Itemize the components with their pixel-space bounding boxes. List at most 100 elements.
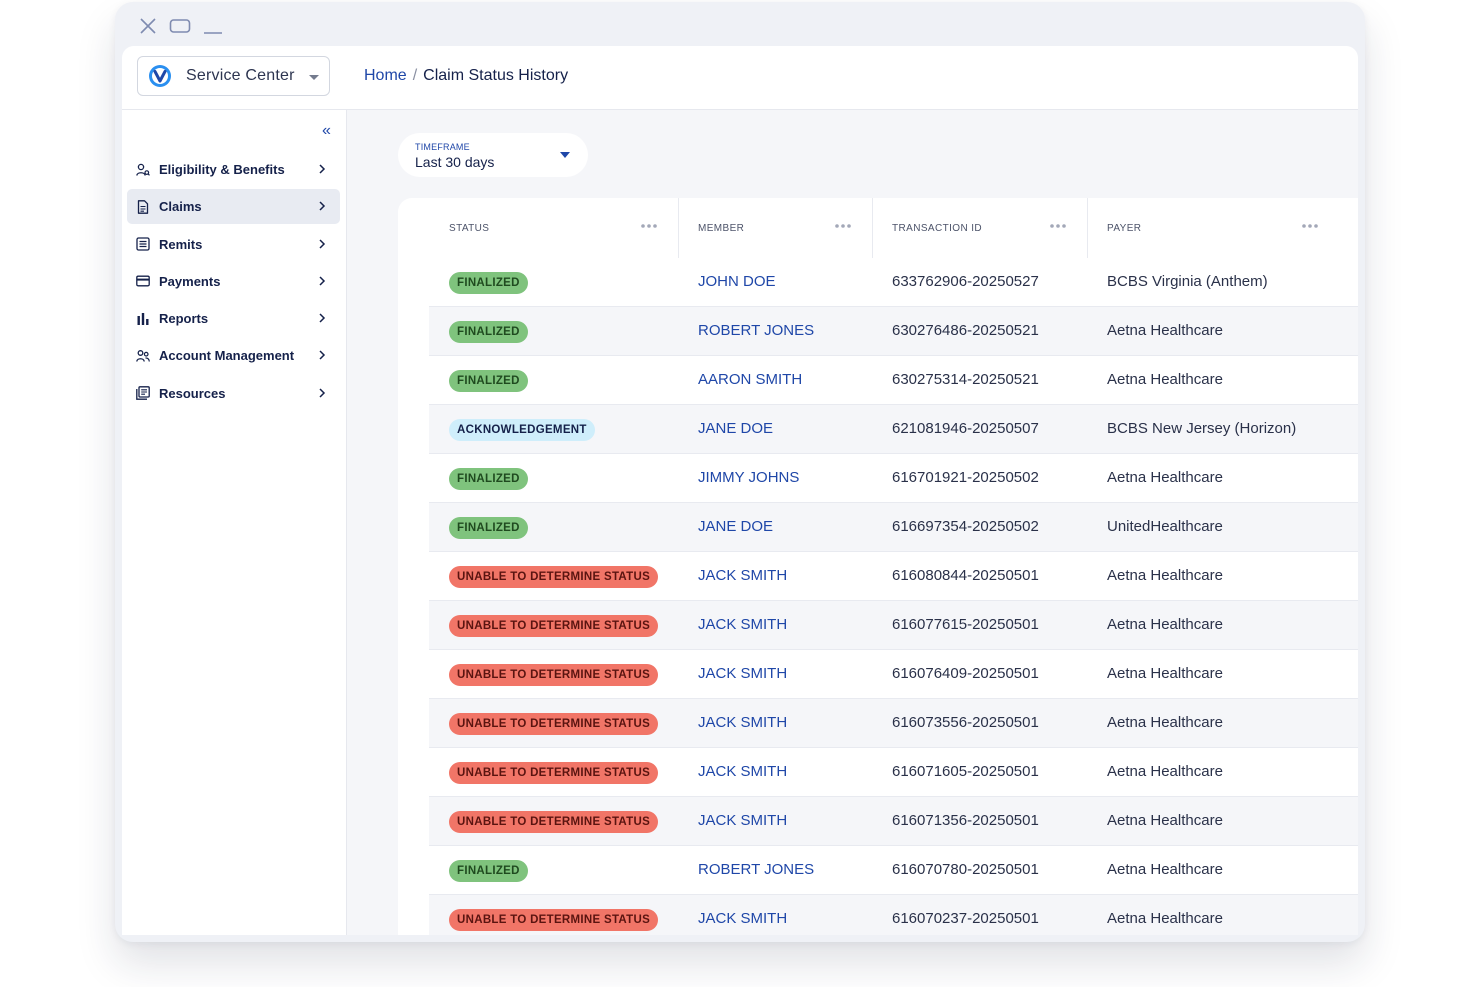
transaction-id: 630276486-20250521 xyxy=(892,322,1039,339)
table-row[interactable]: ACKNOWLEDGEMENT JANE DOE 621081946-2025050… xyxy=(429,405,1358,454)
status-badge: FINALIZED xyxy=(449,272,528,294)
main-content: TIMEFRAME Last 30 days STATUS MEMBER xyxy=(347,110,1358,935)
status-badge: FINALIZED xyxy=(449,860,528,882)
chevron-right-icon xyxy=(319,276,326,286)
sidebar: « Eligibility & Benefits xyxy=(122,110,347,935)
member-link[interactable]: JANE DOE xyxy=(698,518,774,535)
table-header: STATUS MEMBER TRANSACTION ID xyxy=(398,198,1358,258)
member-link[interactable]: ROBERT JONES xyxy=(698,861,815,878)
sidebar-nav: Eligibility & Benefits Claims xyxy=(127,152,340,413)
column-menu-icon[interactable] xyxy=(639,220,659,232)
chevron-right-icon xyxy=(319,313,326,323)
table-row[interactable]: UNABLE TO DETERMINE STATUS JACK SMITH 6160… xyxy=(429,601,1358,650)
breadcrumb-home-link[interactable]: Home xyxy=(364,67,407,84)
sidebar-item-remits[interactable]: Remits xyxy=(127,227,340,262)
payer-name: Aetna Healthcare xyxy=(1107,714,1223,731)
sidebar-item-resources[interactable]: Resources xyxy=(127,376,340,411)
eligibility-icon xyxy=(136,163,150,176)
breadcrumb: Home / Claim Status History xyxy=(364,67,568,85)
transaction-id: 616080844-20250501 xyxy=(892,567,1039,584)
payer-name: BCBS New Jersey (Horizon) xyxy=(1107,420,1297,437)
app-switcher-label: Service Center xyxy=(186,67,295,84)
payer-name: Aetna Healthcare xyxy=(1107,812,1223,829)
maximize-window-icon[interactable] xyxy=(169,18,191,34)
column-header-status: STATUS xyxy=(429,198,679,258)
transaction-id: 616076409-20250501 xyxy=(892,665,1039,682)
member-link[interactable]: JIMMY JOHNS xyxy=(698,469,800,486)
sidebar-item-claims[interactable]: Claims xyxy=(127,189,340,225)
table-row[interactable]: UNABLE TO DETERMINE STATUS JACK SMITH 6160… xyxy=(429,797,1358,846)
member-link[interactable]: ROBERT JONES xyxy=(698,322,815,339)
collapse-sidebar-icon[interactable]: « xyxy=(322,122,331,139)
table-row[interactable]: FINALIZED ROBERT JONES 630276486-20250521 A… xyxy=(429,307,1358,356)
member-link[interactable]: JACK SMITH xyxy=(698,567,788,584)
sidebar-item-reports[interactable]: Reports xyxy=(127,301,340,336)
status-badge: UNABLE TO DETERMINE STATUS xyxy=(449,762,659,784)
transaction-id: 616697354-20250502 xyxy=(892,518,1039,535)
table-row[interactable]: UNABLE TO DETERMINE STATUS JACK SMITH 6160… xyxy=(429,650,1358,699)
table-row[interactable]: FINALIZED AARON SMITH 630275314-20250521 Ae… xyxy=(429,356,1358,405)
sidebar-item-label: Eligibility & Benefits xyxy=(159,162,285,177)
table-row[interactable]: FINALIZED JANE DOE 616697354-20250502 Unite… xyxy=(429,503,1358,552)
table-row[interactable]: UNABLE TO DETERMINE STATUS JACK SMITH 6160… xyxy=(429,699,1358,748)
sidebar-item-label: Resources xyxy=(159,385,226,401)
sidebar-item-label: Payments xyxy=(159,273,221,289)
column-header-transaction-id: TRANSACTION ID xyxy=(873,198,1088,258)
column-header-member: MEMBER xyxy=(679,198,873,258)
transaction-id: 616071356-20250501 xyxy=(892,812,1039,829)
table-row[interactable]: FINALIZED ROBERT JONES 616070780-20250501 A… xyxy=(429,846,1358,895)
sidebar-item-account-management[interactable]: Account Management xyxy=(127,338,340,373)
member-link[interactable]: JACK SMITH xyxy=(698,763,788,780)
member-link[interactable]: JACK SMITH xyxy=(698,616,788,633)
close-window-icon[interactable] xyxy=(139,17,157,35)
member-link[interactable]: JACK SMITH xyxy=(698,665,788,682)
transaction-id: 616070237-20250501 xyxy=(892,910,1039,927)
column-menu-icon[interactable] xyxy=(1300,220,1320,232)
status-badge: FINALIZED xyxy=(449,321,528,343)
chevron-right-icon xyxy=(319,388,326,398)
column-header-label: MEMBER xyxy=(698,223,745,234)
sidebar-item-label: Reports xyxy=(159,311,209,327)
claim-status-table: STATUS MEMBER TRANSACTION ID xyxy=(398,198,1358,935)
table-row[interactable]: UNABLE TO DETERMINE STATUS JACK SMITH 6160… xyxy=(429,748,1358,797)
transaction-id: 616701921-20250502 xyxy=(892,469,1039,486)
member-link[interactable]: JACK SMITH xyxy=(698,910,788,927)
chevron-right-icon xyxy=(319,239,326,249)
payer-name: Aetna Healthcare xyxy=(1107,861,1223,878)
app-window: Service Center Home / Claim Status Histo… xyxy=(115,2,1365,942)
member-link[interactable]: JOHN DOE xyxy=(698,273,776,290)
member-link[interactable]: JANE DOE xyxy=(698,420,774,437)
table-row[interactable]: FINALIZED JIMMY JOHNS 616701921-20250502 Ae… xyxy=(429,454,1358,503)
column-header-label: PAYER xyxy=(1107,223,1142,234)
payer-name: Aetna Healthcare xyxy=(1107,763,1223,780)
status-badge: FINALIZED xyxy=(449,517,528,539)
column-header-payer: PAYER xyxy=(1088,198,1358,258)
transaction-id: 621081946-20250507 xyxy=(892,420,1039,437)
status-badge: UNABLE TO DETERMINE STATUS xyxy=(449,566,659,588)
app-switcher-dropdown[interactable]: Service Center xyxy=(137,56,330,96)
transaction-id: 633762906-20250527 xyxy=(892,273,1039,290)
chevron-right-icon xyxy=(319,164,326,174)
sidebar-item-label: Remits xyxy=(159,236,203,252)
member-link[interactable]: JACK SMITH xyxy=(698,714,788,731)
claims-document-icon xyxy=(137,199,149,214)
top-bar: Service Center Home / Claim Status Histo… xyxy=(122,46,1358,110)
payer-name: Aetna Healthcare xyxy=(1107,322,1223,339)
member-link[interactable]: AARON SMITH xyxy=(698,371,803,388)
payer-name: UnitedHealthcare xyxy=(1107,518,1223,535)
minimize-window-icon[interactable] xyxy=(203,16,223,36)
page-title: Claim Status History xyxy=(423,67,569,84)
member-link[interactable]: JACK SMITH xyxy=(698,812,788,829)
column-menu-icon[interactable] xyxy=(1048,220,1068,232)
table-row[interactable]: FINALIZED JOHN DOE 633762906-20250527 BCBS … xyxy=(429,258,1358,307)
service-center-logo-icon xyxy=(149,65,171,87)
table-row[interactable]: UNABLE TO DETERMINE STATUS JACK SMITH 6160… xyxy=(429,895,1358,935)
column-menu-icon[interactable] xyxy=(833,220,853,232)
transaction-id: 616071605-20250501 xyxy=(892,763,1039,780)
status-badge: ACKNOWLEDGEMENT xyxy=(449,419,595,441)
sidebar-item-payments[interactable]: Payments xyxy=(127,264,340,299)
sidebar-item-eligibility-benefits[interactable]: Eligibility & Benefits xyxy=(127,152,340,187)
table-row[interactable]: UNABLE TO DETERMINE STATUS JACK SMITH 6160… xyxy=(429,552,1358,601)
transaction-id: 630275314-20250521 xyxy=(892,371,1039,388)
timeframe-dropdown[interactable]: TIMEFRAME Last 30 days xyxy=(398,133,588,177)
